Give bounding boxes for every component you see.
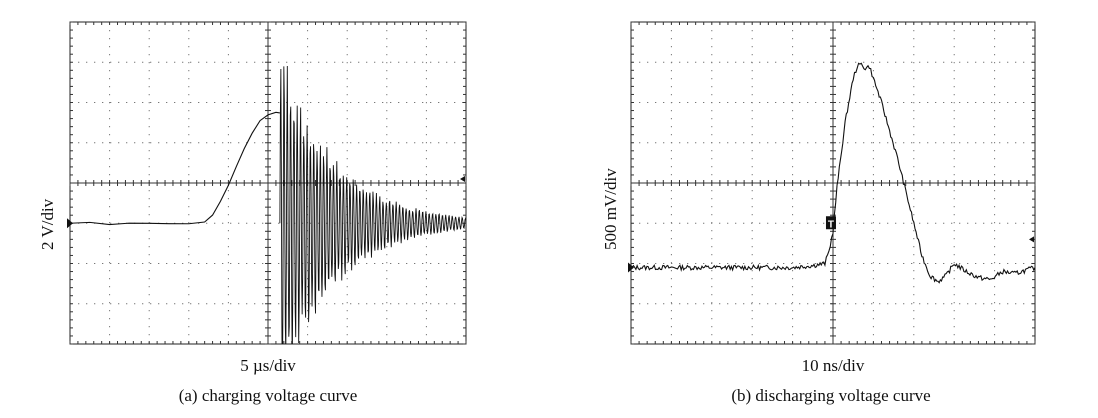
trigger-level-arrow	[1029, 236, 1034, 243]
trigger-marker-label: T	[828, 219, 834, 230]
channel-marker	[628, 262, 634, 273]
trigger-level-arrow	[460, 175, 465, 182]
chart-caption: (a) charging voltage curve	[178, 386, 358, 405]
x-axis-label: 10 ns/div	[801, 356, 865, 375]
chart-panel-charging: 2 V/div 5 µs/div (a) charging voltage cu…	[38, 21, 467, 405]
trigger-marker	[825, 216, 836, 230]
scope-plot-charging	[67, 21, 467, 345]
chart-caption: (b) discharging voltage curve	[731, 386, 931, 405]
y-axis-label: 2 V/div	[38, 198, 57, 250]
x-axis-label: 5 µs/div	[240, 356, 296, 375]
scope-plot-discharging: T	[628, 21, 1036, 345]
series-ringing-charging	[279, 65, 466, 344]
chart-panel-discharging: T 500 mV/div 10 ns/div (b) discharging v…	[549, 0, 1098, 418]
series-line-charging	[70, 111, 280, 226]
series-line-discharging	[631, 62, 1035, 284]
y-axis-label: 500 mV/div	[601, 168, 620, 250]
